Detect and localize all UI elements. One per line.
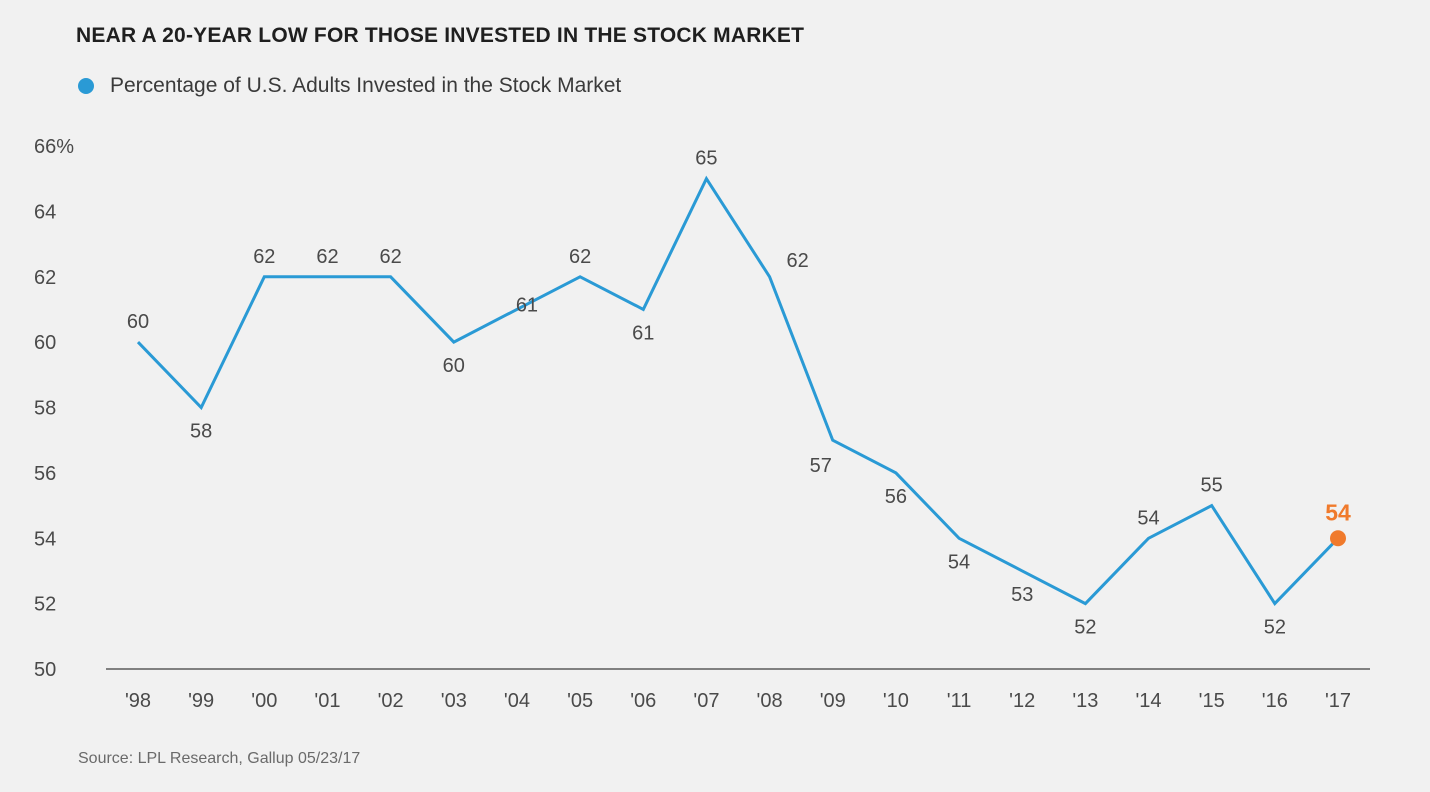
data-label: 60 bbox=[127, 311, 149, 333]
data-label: 57 bbox=[810, 455, 832, 477]
x-tick-label: '98 bbox=[125, 690, 151, 712]
y-tick-label: 58 bbox=[34, 398, 56, 420]
data-labels-group: 60 58 62 62 62 60 61 62 61 65 62 57 56 54 53 52 54 55 52 54 bbox=[127, 148, 1351, 639]
data-label: 53 bbox=[1011, 584, 1033, 606]
y-tick-label: 64 bbox=[34, 201, 56, 223]
data-label: 56 bbox=[885, 486, 907, 508]
data-label: 61 bbox=[516, 294, 538, 316]
data-label: 62 bbox=[380, 246, 402, 268]
x-axis-ticks: '98 '99 '00 '01 '02 '03 '04 '05 '06 '07 '08 '09 '10 '… bbox=[125, 690, 1351, 712]
x-tick-label: '07 bbox=[693, 690, 719, 712]
x-tick-label: '16 bbox=[1262, 690, 1288, 712]
y-tick-label: 60 bbox=[34, 332, 56, 354]
data-label: 54 bbox=[948, 551, 970, 573]
x-tick-label: '99 bbox=[188, 690, 214, 712]
x-tick-label: '02 bbox=[378, 690, 404, 712]
data-label: 62 bbox=[569, 246, 591, 268]
x-tick-label: '08 bbox=[757, 690, 783, 712]
source-note: Source: LPL Research, Gallup 05/23/17 bbox=[78, 750, 361, 767]
x-tick-label: '04 bbox=[504, 690, 530, 712]
x-tick-label: '09 bbox=[820, 690, 846, 712]
y-tick-label: 54 bbox=[34, 528, 56, 550]
y-tick-label: 66% bbox=[34, 136, 74, 158]
y-tick-label: 56 bbox=[34, 463, 56, 485]
chart-title: NEAR A 20-YEAR LOW FOR THOSE INVESTED IN… bbox=[76, 24, 805, 47]
series-group bbox=[136, 175, 1346, 607]
y-tick-label: 52 bbox=[34, 594, 56, 616]
x-tick-label: '10 bbox=[883, 690, 909, 712]
y-tick-label: 62 bbox=[34, 267, 56, 289]
x-tick-label: '11 bbox=[947, 690, 972, 712]
x-tick-label: '01 bbox=[314, 690, 340, 712]
data-label: 61 bbox=[632, 322, 654, 344]
x-tick-label: '06 bbox=[630, 690, 656, 712]
x-tick-label: '05 bbox=[567, 690, 593, 712]
data-label: 62 bbox=[253, 246, 275, 268]
y-tick-label: 50 bbox=[34, 659, 56, 681]
data-label: 58 bbox=[190, 421, 212, 443]
data-label: 52 bbox=[1074, 617, 1096, 639]
legend-label: Percentage of U.S. Adults Invested in th… bbox=[110, 74, 622, 97]
series-line bbox=[136, 175, 1340, 607]
data-label: 62 bbox=[786, 250, 808, 272]
x-tick-label: '15 bbox=[1199, 690, 1225, 712]
x-tick-label: '13 bbox=[1072, 690, 1098, 712]
legend-marker bbox=[78, 78, 94, 94]
data-label: 52 bbox=[1264, 617, 1286, 639]
data-label: 54 bbox=[1137, 507, 1159, 529]
x-tick-label: '14 bbox=[1135, 690, 1161, 712]
y-axis-ticks: 50 52 54 56 58 60 62 64 66% bbox=[34, 136, 74, 681]
x-tick-label: '17 bbox=[1325, 690, 1351, 712]
data-label: 54 bbox=[1325, 499, 1351, 525]
data-label: 62 bbox=[316, 246, 338, 268]
x-tick-label: '12 bbox=[1009, 690, 1035, 712]
data-label: 60 bbox=[443, 355, 465, 377]
x-tick-label: '00 bbox=[251, 690, 277, 712]
data-label: 55 bbox=[1201, 475, 1223, 497]
x-tick-label: '03 bbox=[441, 690, 467, 712]
legend: Percentage of U.S. Adults Invested in th… bbox=[78, 74, 621, 98]
data-label: 65 bbox=[695, 148, 717, 170]
highlight-point bbox=[1330, 530, 1346, 547]
